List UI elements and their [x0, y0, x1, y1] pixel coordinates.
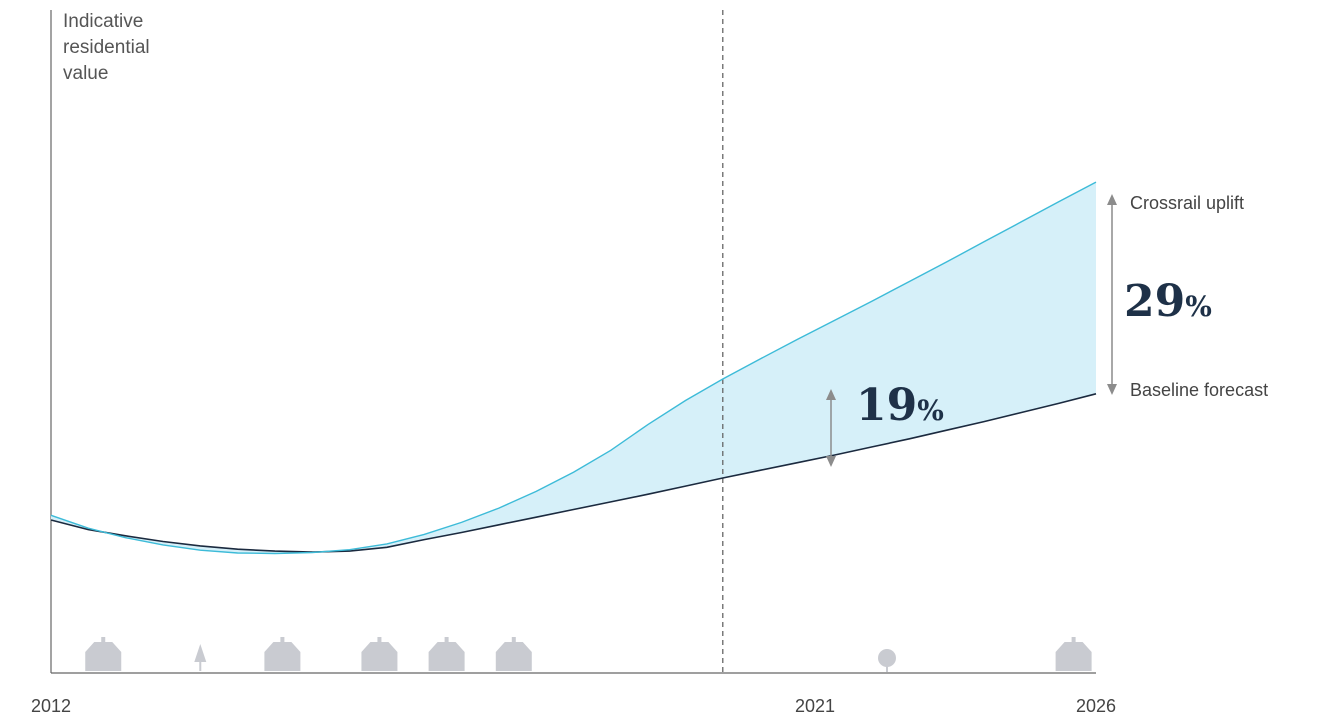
- annotation-29-suffix: %: [1185, 290, 1212, 323]
- house-icon: [264, 637, 301, 671]
- skyline-icons: [85, 637, 1092, 672]
- x-tick-label-2012: 2012: [31, 696, 71, 716]
- series-line-baseline-forecast: [50, 393, 1097, 553]
- arrow-29-percent: [1107, 194, 1117, 395]
- house-icon: [85, 637, 122, 671]
- uplift-area: [51, 182, 1096, 554]
- annotation-29-percent: 29%: [1124, 276, 1212, 327]
- round-tree-icon: [878, 649, 896, 672]
- annotation-19-suffix: %: [917, 394, 944, 427]
- house-icon: [428, 637, 465, 671]
- tree-icon: [194, 644, 207, 671]
- series-line-crossrail-uplift: [50, 181, 1097, 555]
- arrow-19-percent: [826, 389, 836, 467]
- annotation-19-percent: 19%: [856, 380, 944, 431]
- annotation-29-value: 29: [1124, 276, 1185, 327]
- end-label-baseline-forecast: Baseline forecast: [1130, 380, 1268, 400]
- y-axis-label-line-1: Indicative: [63, 11, 143, 32]
- end-label-crossrail-uplift: Crossrail uplift: [1130, 193, 1244, 213]
- house-icon: [495, 637, 532, 671]
- y-axis-label-line-2: residential: [63, 37, 150, 58]
- house-icon: [361, 637, 398, 671]
- x-tick-label-2026: 2026: [1076, 696, 1116, 716]
- y-axis-label-line-3: value: [63, 63, 108, 84]
- house-icon: [1055, 637, 1092, 671]
- x-tick-label-2021: 2021: [795, 696, 835, 716]
- annotation-19-value: 19: [856, 380, 917, 431]
